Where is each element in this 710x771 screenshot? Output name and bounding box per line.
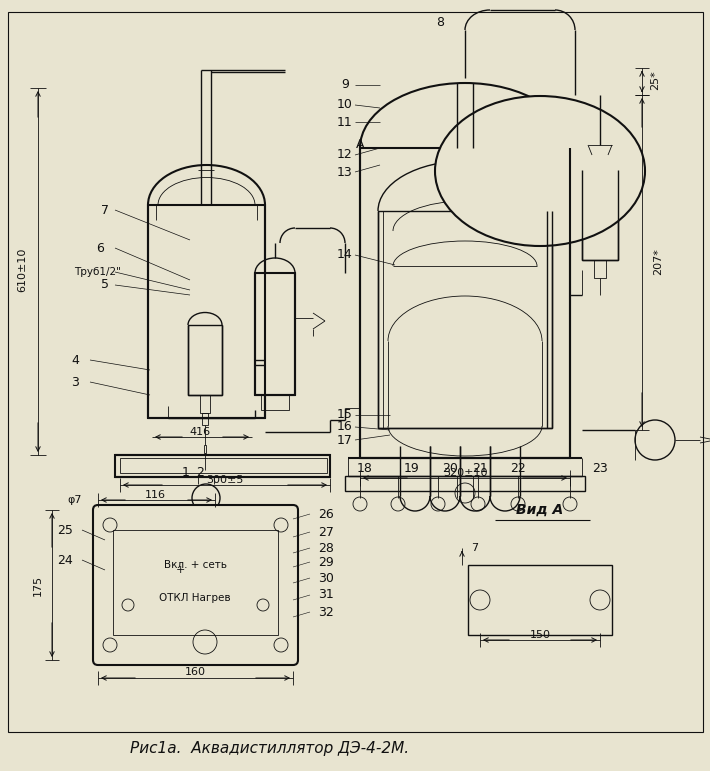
Text: 8: 8 [436, 15, 444, 29]
Text: 5: 5 [101, 278, 109, 291]
Text: 150: 150 [530, 630, 550, 640]
Text: 25*: 25* [650, 70, 660, 90]
Text: 16: 16 [337, 420, 353, 433]
Text: φ7: φ7 [67, 495, 82, 505]
Text: 18: 18 [357, 462, 373, 474]
Bar [360, 148, 570, 458]
Text: 14: 14 [337, 248, 353, 261]
Text: 7: 7 [471, 543, 479, 553]
Bar [594, 260, 606, 278]
Bar [113, 530, 278, 635]
Text: 1: 1 [182, 466, 190, 479]
Bar [582, 170, 618, 260]
Bar [378, 211, 552, 428]
Text: Труб1/2": Труб1/2" [75, 267, 121, 277]
Bar [468, 565, 612, 635]
Text: 9: 9 [341, 79, 349, 92]
Text: 10: 10 [337, 99, 353, 112]
Text: 12: 12 [337, 149, 353, 161]
Text: 116: 116 [145, 490, 165, 500]
Text: 24: 24 [57, 554, 73, 567]
Bar [148, 205, 265, 418]
Bar [261, 395, 289, 410]
Text: 15: 15 [337, 409, 353, 422]
Text: 300±5: 300±5 [207, 475, 244, 485]
Text: 3: 3 [71, 375, 79, 389]
Text: 29: 29 [318, 555, 334, 568]
Bar [202, 413, 208, 425]
Bar [200, 395, 210, 413]
Text: 32: 32 [318, 605, 334, 618]
Bar [255, 273, 295, 395]
Text: 17: 17 [337, 433, 353, 446]
Text: 19: 19 [404, 462, 420, 474]
Text: 13: 13 [337, 166, 353, 179]
Text: 11: 11 [337, 116, 353, 129]
Bar [115, 455, 330, 477]
Text: 6: 6 [96, 241, 104, 254]
Text: 25: 25 [57, 524, 73, 537]
Text: 4: 4 [71, 353, 79, 366]
Text: 31: 31 [318, 588, 334, 601]
Text: Вкл. + сеть: Вкл. + сеть [163, 560, 226, 570]
Text: 160: 160 [185, 667, 205, 677]
Text: 610±10: 610±10 [17, 247, 27, 292]
Bar [188, 325, 222, 395]
Text: 320±10: 320±10 [443, 468, 487, 478]
Text: 416: 416 [190, 427, 211, 437]
Text: 28: 28 [318, 541, 334, 554]
Text: +: + [175, 565, 185, 575]
Text: 175: 175 [33, 574, 43, 595]
Text: 21: 21 [472, 462, 488, 474]
Text: 7: 7 [101, 204, 109, 217]
FancyBboxPatch shape [93, 505, 298, 665]
Bar [345, 476, 585, 491]
Text: 20: 20 [442, 462, 458, 474]
Text: ОТКЛ Нагрев: ОТКЛ Нагрев [159, 593, 231, 603]
Text: 30: 30 [318, 571, 334, 584]
Text: 26: 26 [318, 507, 334, 520]
Text: Рис1а.  Аквадистиллятор ДЭ-4-2М.: Рис1а. Аквадистиллятор ДЭ-4-2М. [131, 740, 410, 756]
Text: 23: 23 [592, 462, 608, 474]
Text: 22: 22 [510, 462, 526, 474]
Ellipse shape [435, 96, 645, 246]
Bar [204, 445, 206, 453]
Bar [120, 458, 327, 473]
Text: 2: 2 [196, 466, 204, 479]
Text: 27: 27 [318, 526, 334, 538]
Text: 207*: 207* [653, 248, 663, 275]
Text: Вид А: Вид А [516, 503, 564, 517]
Bar [592, 155, 608, 170]
Text: A: A [356, 139, 364, 151]
